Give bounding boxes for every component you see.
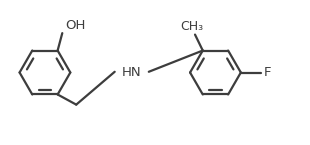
Text: F: F bbox=[264, 66, 271, 79]
Text: HN: HN bbox=[122, 66, 142, 79]
Text: OH: OH bbox=[65, 19, 86, 32]
Text: CH₃: CH₃ bbox=[180, 20, 203, 33]
